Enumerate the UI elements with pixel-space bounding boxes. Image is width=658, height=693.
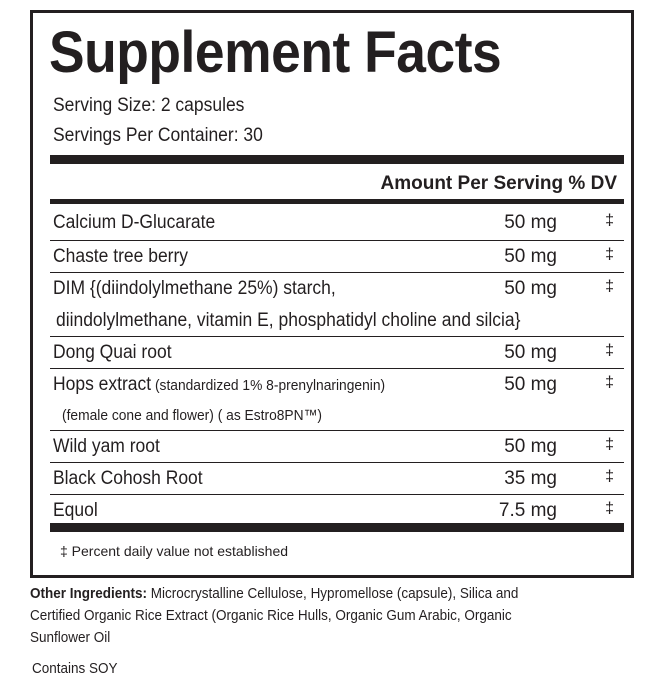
- table-row: Equol 7.5 mg ‡: [53, 500, 614, 521]
- allergen-statement: Contains SOY: [32, 660, 118, 677]
- thick-divider: [50, 523, 624, 532]
- table-row: Dong Quai root 50 mg ‡: [50, 337, 624, 369]
- table-row: DIM {(diindolylmethane 25%) starch, diind…: [50, 273, 624, 337]
- table-row: Wild yam root 50 mg ‡: [50, 431, 624, 463]
- serving-size: Serving Size: 2 capsules: [53, 95, 245, 116]
- supplement-facts-panel: Supplement Facts Serving Size: 2 capsule…: [30, 10, 634, 578]
- thick-divider: [50, 155, 624, 164]
- table-row: Calcium D-Glucarate 50 mg ‡: [50, 207, 624, 241]
- table-row: Chaste tree berry 50 mg ‡: [50, 241, 624, 273]
- medium-divider: [50, 199, 624, 204]
- table-row: Black Cohosh Root 35 mg ‡: [50, 463, 624, 495]
- other-ingredients: Other Ingredients: Microcrystalline Cell…: [30, 585, 519, 646]
- servings-per-container: Servings Per Container: 30: [53, 125, 263, 146]
- table-row: Hops extract (standardized 1% 8-prenylna…: [50, 369, 624, 431]
- footnote: ‡ Percent daily value not established: [60, 543, 289, 559]
- amount-header: Amount Per Serving % DV: [380, 173, 618, 194]
- panel-title: Supplement Facts: [49, 20, 502, 85]
